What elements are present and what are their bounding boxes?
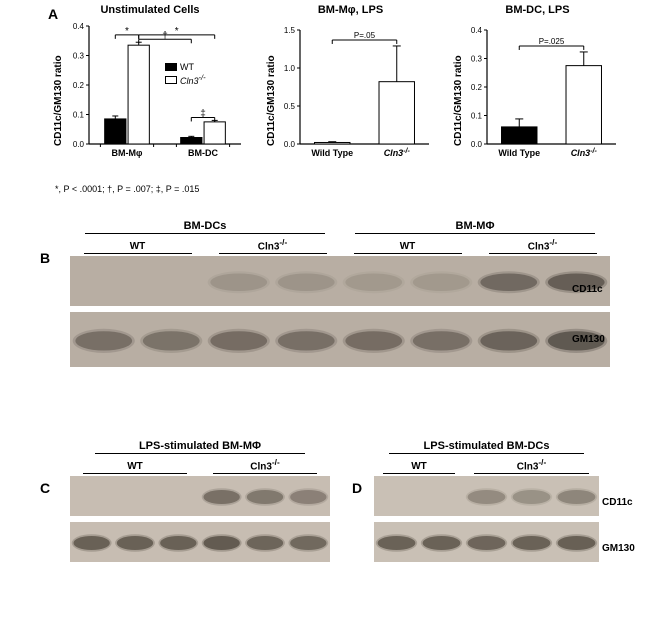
d-band1-label: CD11c — [602, 497, 633, 508]
svg-text:P=.05: P=.05 — [354, 31, 376, 40]
chart3-ylabel: CD11c/GM130 ratio — [453, 55, 464, 146]
chart1-ylabel: CD11c/GM130 ratio — [53, 55, 64, 146]
svg-text:0.0: 0.0 — [284, 140, 296, 149]
b-group2: BM-MΦ — [355, 220, 595, 234]
legend-swatch-ko — [165, 76, 177, 84]
chart-bmdc-lps: BM-DC, LPS CD11c/GM130 ratio 0.00.10.20.… — [455, 4, 620, 166]
panel-d: LPS-stimulated BM-DCs WT Cln3-/- — [374, 440, 599, 569]
svg-text:0.4: 0.4 — [471, 26, 483, 35]
panel-b: BM-DCs BM-MΦ WT Cln3-/- WT Cln3-/- — [70, 220, 610, 374]
panel-c: LPS-stimulated BM-MΦ WT Cln3-/- — [70, 440, 330, 569]
svg-text:0.1: 0.1 — [73, 111, 85, 120]
svg-text:0.4: 0.4 — [73, 22, 85, 31]
svg-text:†: † — [162, 30, 168, 41]
c-geno1: WT — [83, 461, 187, 474]
c-geno2: Cln3-/- — [213, 457, 317, 474]
panel-c-label: C — [40, 480, 50, 496]
chart-bmmphi-lps: BM-Mφ, LPS CD11c/GM130 ratio 0.0 0.5 1.0 1.… — [268, 4, 433, 166]
chart1-title: Unstimulated Cells — [55, 4, 245, 16]
legend-wt-label: WT — [180, 62, 194, 72]
svg-text:P=.025: P=.025 — [539, 37, 565, 46]
b-geno4: Cln3-/- — [489, 237, 597, 254]
svg-text:0.5: 0.5 — [284, 102, 296, 111]
figure-root: A Unstimulated Cells CD11c/GM130 ratio 0… — [0, 0, 650, 617]
c-title: LPS-stimulated BM-MΦ — [95, 440, 305, 454]
svg-text:*: * — [125, 26, 129, 37]
svg-text:1.5: 1.5 — [284, 26, 296, 35]
chart3-svg: 0.0 0.1 0.2 0.3 0.4 Wild Type Cln3-/- P=.025 — [455, 16, 620, 166]
chart1-footnote: *, P < .0001; †, P = .007; ‡, P = .015 — [55, 184, 199, 194]
b-geno1: WT — [84, 241, 192, 254]
chart2-svg: 0.0 0.5 1.0 1.5 Wild Type Cln3-/- P=.05 — [268, 16, 433, 166]
svg-text:0.1: 0.1 — [471, 112, 483, 121]
blotc-svg — [70, 474, 330, 569]
chart-unstimulated: Unstimulated Cells CD11c/GM130 ratio 0.0… — [55, 4, 245, 166]
legend-swatch-wt — [165, 63, 177, 71]
svg-text:Wild Type: Wild Type — [311, 148, 353, 158]
legend-wt: WT — [165, 62, 206, 72]
blotb-svg — [70, 254, 610, 374]
b-group1: BM-DCs — [85, 220, 325, 234]
b-band2-label: GM130 — [572, 334, 605, 345]
d-geno1: WT — [383, 461, 455, 474]
svg-text:1.0: 1.0 — [284, 64, 296, 73]
chart1-legend: WT Cln3-/- — [165, 62, 206, 87]
chart1-svg: 0.0 0.1 0.2 0.3 0.4 BM-Mφ BM-DC * † * ‡ — [55, 16, 245, 166]
svg-text:0.2: 0.2 — [471, 83, 483, 92]
chart2-title: BM-Mφ, LPS — [268, 4, 433, 16]
svg-text:*: * — [175, 26, 179, 37]
svg-text:0.3: 0.3 — [73, 52, 85, 61]
svg-text:0.0: 0.0 — [73, 140, 85, 149]
b-geno2: Cln3-/- — [219, 237, 327, 254]
d-geno2: Cln3-/- — [474, 457, 589, 474]
chart3-title: BM-DC, LPS — [455, 4, 620, 16]
svg-text:0.0: 0.0 — [471, 140, 483, 149]
b-band1-label: CD11c — [572, 284, 603, 295]
svg-text:0.3: 0.3 — [471, 55, 483, 64]
b-geno3: WT — [354, 241, 462, 254]
svg-text:Wild Type: Wild Type — [498, 148, 540, 158]
legend-ko: Cln3-/- — [165, 73, 206, 86]
legend-ko-label: Cln3-/- — [180, 73, 206, 86]
panel-b-label: B — [40, 250, 50, 266]
svg-text:Cln3-/-: Cln3-/- — [571, 148, 598, 159]
panel-d-label: D — [352, 480, 362, 496]
blotd-svg — [374, 474, 599, 569]
svg-text:BM-Mφ: BM-Mφ — [112, 148, 143, 158]
d-title: LPS-stimulated BM-DCs — [389, 440, 584, 454]
chart2-ylabel: CD11c/GM130 ratio — [266, 55, 277, 146]
svg-text:BM-DC: BM-DC — [188, 148, 218, 158]
svg-text:Cln3-/-: Cln3-/- — [384, 148, 411, 159]
svg-text:0.2: 0.2 — [73, 81, 85, 90]
svg-text:‡: ‡ — [200, 108, 206, 119]
d-band2-label: GM130 — [602, 543, 635, 554]
